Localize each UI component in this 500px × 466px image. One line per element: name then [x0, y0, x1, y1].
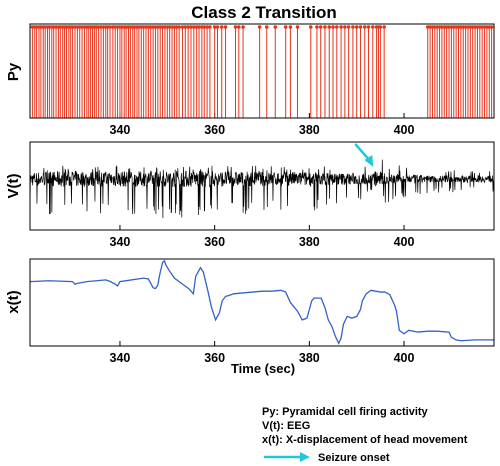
legend-onset: Seizure onset	[318, 452, 390, 464]
spike-marker	[264, 25, 269, 29]
legend-arrow-icon	[264, 452, 310, 462]
head-movement-line	[29, 259, 494, 345]
spike-marker	[183, 25, 188, 29]
spike-marker	[177, 25, 181, 29]
spike-marker	[219, 25, 224, 29]
spike-marker	[208, 25, 212, 29]
spike-marker	[351, 25, 355, 29]
spike-marker	[315, 25, 319, 29]
spike-marker	[223, 25, 228, 29]
chart-title: Class 2 Transition	[191, 3, 337, 22]
spike-marker	[288, 25, 293, 29]
x-tick-label: 340	[110, 351, 131, 365]
eeg-panel-frame	[29, 141, 495, 231]
spike-marker	[189, 25, 193, 29]
spike-marker	[257, 25, 262, 29]
spike-marker	[335, 25, 339, 29]
x-tick-label: 400	[394, 235, 415, 249]
eeg-trace	[29, 159, 495, 219]
head-movement-panel: 340 360 380 400	[29, 259, 494, 365]
legend-head: x(t): X-displacement of head movement	[262, 434, 468, 446]
spike-marker	[180, 25, 185, 29]
x-tick-label: 360	[204, 123, 225, 137]
spike-marker	[233, 25, 238, 29]
seizure-onset-arrow	[354, 143, 371, 161]
spike-marker	[237, 25, 241, 29]
spike-marker	[273, 25, 278, 29]
spike-marker	[382, 25, 386, 29]
x-tick-label: 360	[204, 235, 225, 249]
spike-marker	[323, 25, 327, 29]
legend-py: Py: Pyramidal cell firing activity	[262, 406, 429, 418]
spike-marker	[331, 25, 335, 29]
spike-marker	[378, 25, 383, 29]
py-ylabel: Py	[5, 62, 22, 81]
py-panel-frame	[29, 23, 495, 119]
spike-marker	[366, 25, 371, 29]
spike-marker	[192, 25, 196, 29]
spike-marker	[346, 25, 351, 29]
spike-marker	[339, 25, 343, 29]
x-tick-label: 380	[299, 235, 320, 249]
spike-marker	[327, 25, 332, 29]
spike-marker	[354, 25, 359, 29]
head-ylabel: x(t)	[5, 290, 22, 313]
legend: Py: Pyramidal cell firing activity V(t):…	[262, 406, 468, 464]
head-panel-frame	[29, 258, 495, 347]
spike-marker	[202, 25, 207, 29]
x-tick-label: 360	[204, 351, 225, 365]
spike-marker	[108, 25, 112, 29]
spike-marker	[212, 25, 217, 29]
py-raster-panel: 340 360 380 400	[30, 25, 494, 137]
spike-marker	[358, 25, 363, 29]
seizure-onset-arrowhead	[364, 155, 374, 167]
spike-marker	[186, 25, 190, 29]
spike-marker	[205, 25, 209, 29]
x-tick-label: 380	[299, 351, 320, 365]
spike-marker	[197, 25, 201, 29]
x-axis-label: Time (sec)	[231, 361, 295, 376]
x-tick-label: 400	[394, 351, 415, 365]
spike-marker	[308, 25, 313, 29]
spike-marker	[283, 25, 288, 29]
x-tick-label: 380	[299, 123, 320, 137]
legend-eeg: V(t): EEG	[262, 420, 310, 432]
spike-marker	[489, 25, 494, 29]
eeg-panel: 340 360 380 400	[29, 143, 495, 249]
spike-marker	[318, 25, 323, 29]
eeg-ylabel: V(t)	[5, 174, 22, 199]
x-tick-label: 340	[110, 235, 131, 249]
x-tick-label: 400	[394, 123, 415, 137]
spike-marker	[370, 25, 375, 29]
x-tick-label: 340	[110, 123, 131, 137]
spike-marker	[295, 25, 300, 29]
spike-marker	[343, 25, 347, 29]
spike-marker	[362, 25, 367, 29]
spike-marker	[215, 25, 220, 29]
spike-marker	[241, 25, 245, 29]
